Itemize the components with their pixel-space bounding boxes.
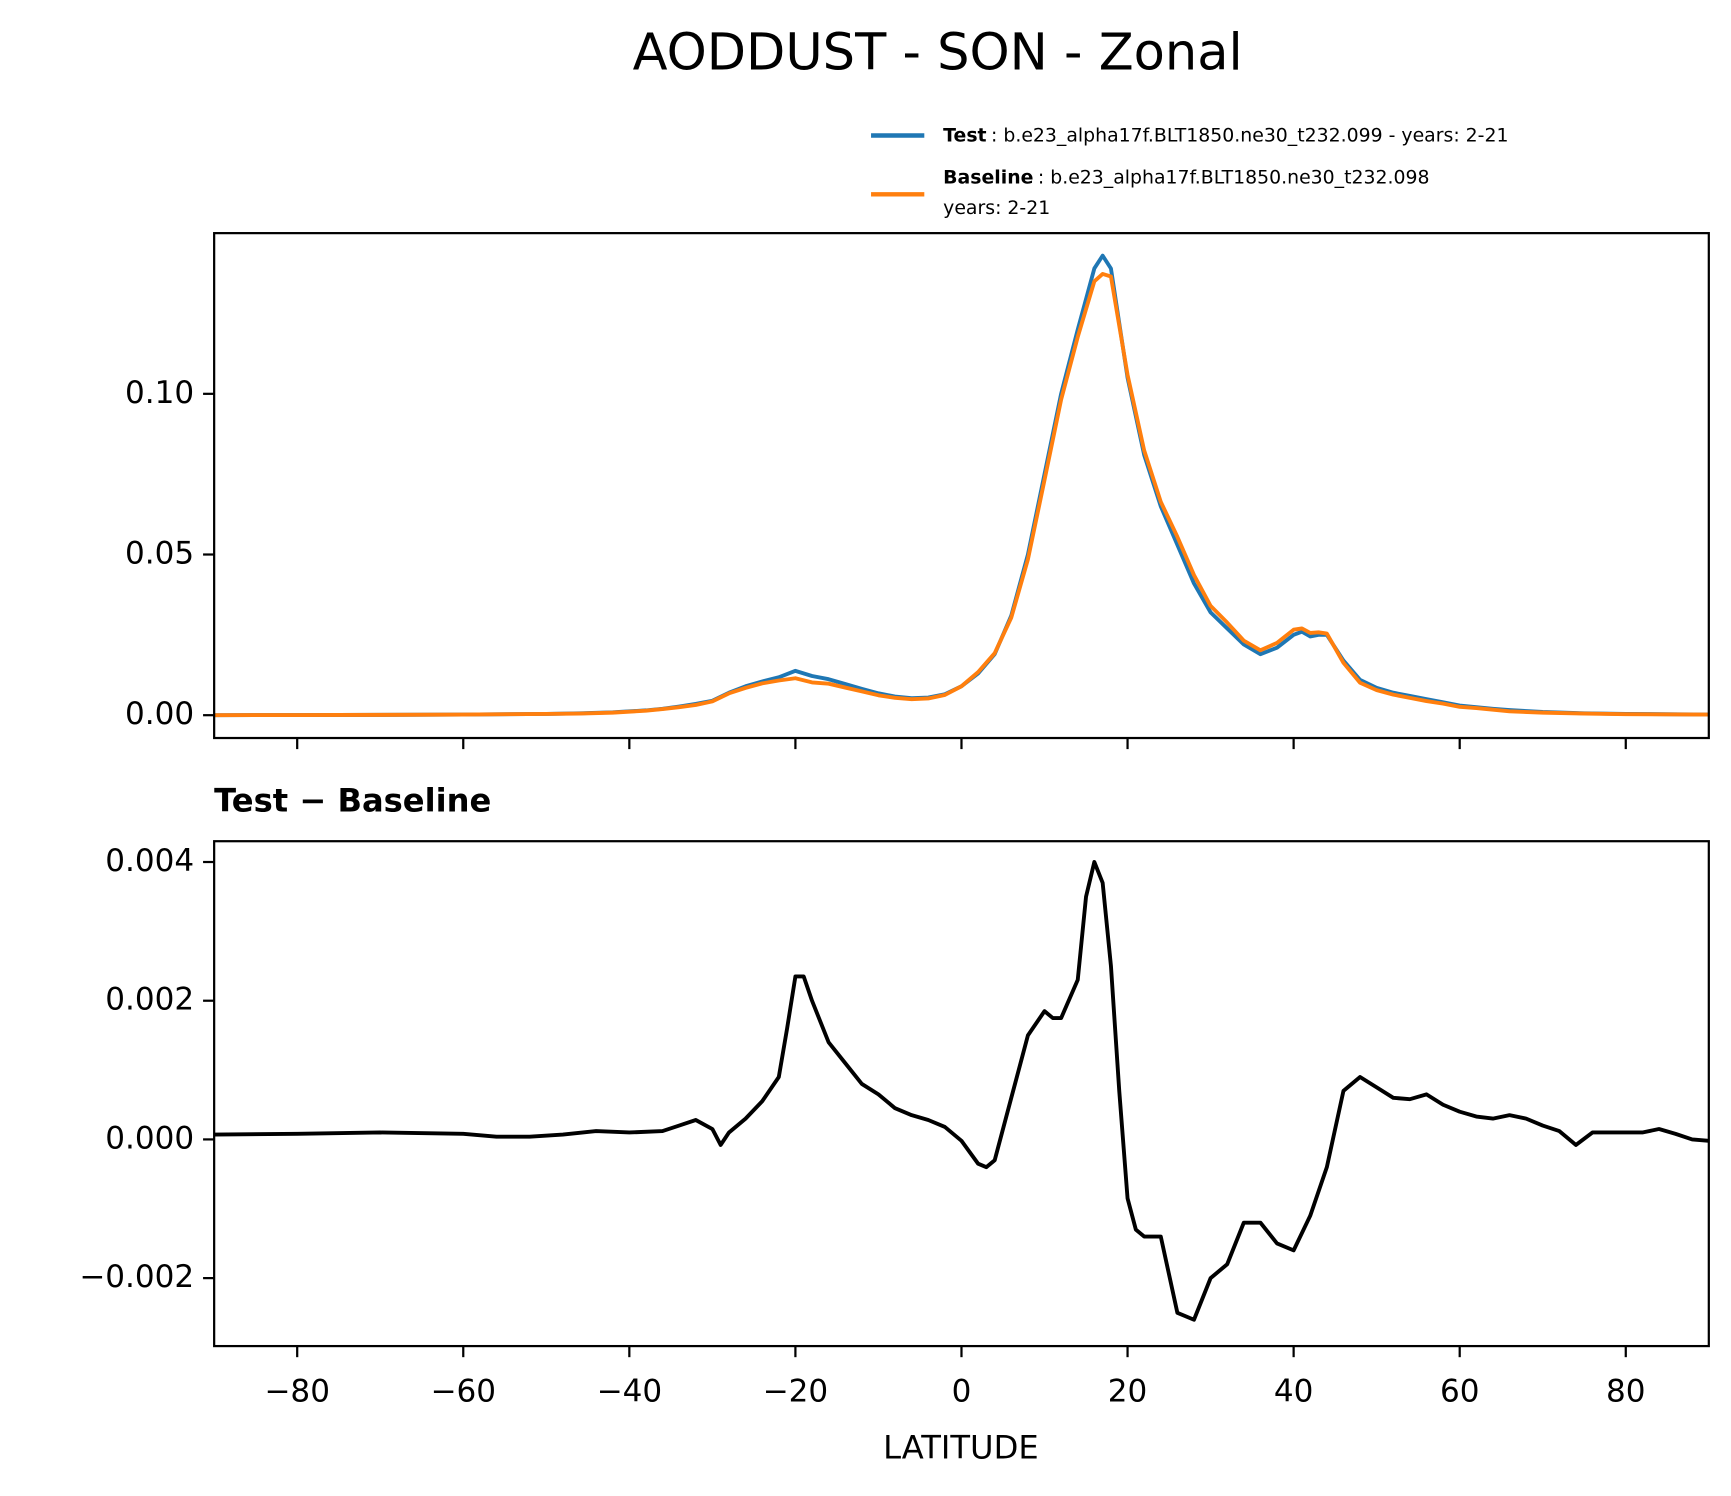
y-tick-label: 0.004	[105, 843, 194, 879]
data-line	[214, 272, 1709, 718]
x-tick-label: −20	[763, 1374, 829, 1410]
subplot-title: Test − Baseline	[214, 781, 491, 819]
x-tick-label: 20	[1108, 1374, 1148, 1410]
legend-desc: years: 2-21	[943, 197, 1050, 219]
x-tick-label: −80	[264, 1374, 330, 1410]
legend-label: Test: b.e23_alpha17f.BLT1850.ne30_t232.0…	[943, 124, 1508, 146]
x-axis-label: LATITUDE	[883, 1428, 1039, 1466]
axes-frame	[213, 840, 1710, 1348]
x-tick-label: 0	[952, 1374, 972, 1410]
y-tick-label: −0.002	[79, 1259, 194, 1295]
legend-label: Baseline: b.e23_alpha17f.BLT1850.ne30_t2…	[943, 166, 1429, 188]
x-tick-label: 60	[1440, 1374, 1480, 1410]
chart-title: AODDUST - SON - Zonal	[633, 24, 1243, 83]
x-tick-label: 80	[1606, 1374, 1646, 1410]
legend-desc: : b.e23_alpha17f.BLT1850.ne30_t232.098	[1038, 166, 1430, 188]
x-tick-label: −60	[430, 1374, 496, 1410]
y-tick-label: 0.00	[125, 696, 194, 732]
x-tick-label: 40	[1274, 1374, 1314, 1410]
y-tick-label: 0.002	[105, 982, 194, 1018]
y-tick-label: 0.10	[125, 375, 194, 411]
legend-name: Baseline	[943, 166, 1033, 188]
x-tick-label: −40	[597, 1374, 663, 1410]
data-line	[214, 860, 1709, 1322]
y-tick-label: 0.05	[125, 536, 194, 572]
legend-desc: : b.e23_alpha17f.BLT1850.ne30_t232.099 -…	[991, 124, 1508, 146]
y-tick-label: 0.000	[105, 1120, 194, 1156]
data-line	[214, 253, 1709, 718]
axes-frame	[213, 232, 1710, 740]
legend-name: Test	[943, 124, 986, 146]
